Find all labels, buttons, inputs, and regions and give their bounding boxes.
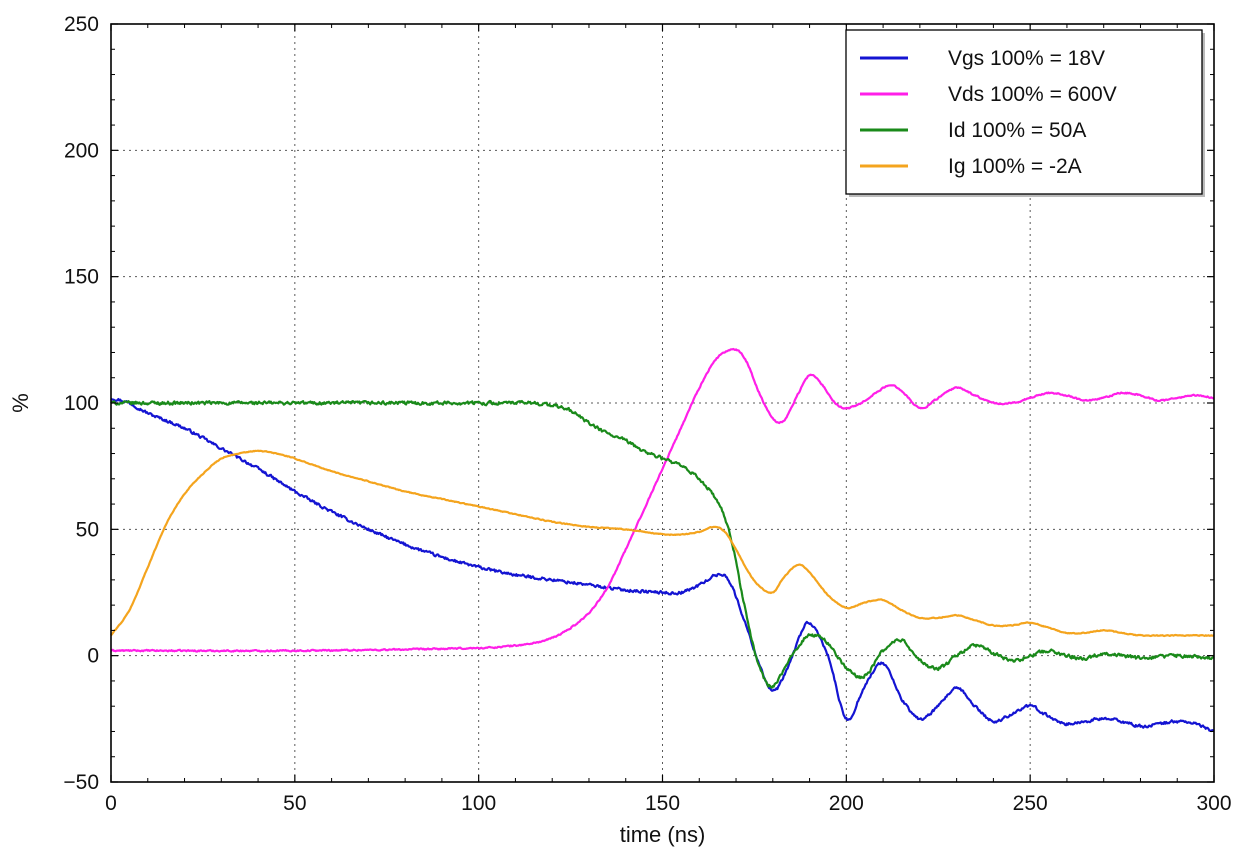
x-tick-label: 150 xyxy=(645,792,680,815)
legend-entry: Id 100% = 50A xyxy=(860,119,1086,142)
y-tick-label: 150 xyxy=(64,266,99,289)
series-line xyxy=(110,399,1215,689)
series-line xyxy=(110,397,1215,733)
y-tick-label: 50 xyxy=(76,518,99,541)
y-tick-label: 200 xyxy=(64,139,99,162)
legend-label: Vds 100% = 600V xyxy=(948,83,1117,106)
axis-labels: time (ns) % xyxy=(8,393,705,847)
x-tick-label: 200 xyxy=(829,792,864,815)
series-group xyxy=(110,347,1215,733)
x-tick-label: 100 xyxy=(461,792,496,815)
y-tick-label: 0 xyxy=(87,645,99,668)
x-tick-label: 250 xyxy=(1013,792,1048,815)
ticks: 0 50 100 150 200 250 300 −50 0 50 100 150 200 250 xyxy=(63,13,1231,815)
legend-label: Id 100% = 50A xyxy=(948,119,1086,142)
series-line xyxy=(110,347,1215,653)
legend-entry: Ig 100% = -2A xyxy=(860,155,1082,178)
legend: Vgs 100% = 18V Vds 100% = 600V Id 100% =… xyxy=(845,29,1205,197)
legend-entry: Vds 100% = 600V xyxy=(860,83,1117,106)
legend-entry: Vgs 100% = 18V xyxy=(860,47,1105,70)
y-tick-label: 250 xyxy=(64,13,99,36)
x-tick-label: 50 xyxy=(283,792,306,815)
y-axis-label: % xyxy=(8,393,33,413)
legend-label: Vgs 100% = 18V xyxy=(948,47,1105,70)
x-axis-label: time (ns) xyxy=(620,822,706,847)
x-tick-label: 300 xyxy=(1196,792,1231,815)
x-tick-label: 0 xyxy=(105,792,117,815)
y-tick-label: 100 xyxy=(64,392,99,415)
legend-label: Ig 100% = -2A xyxy=(948,155,1082,178)
y-tick-label: −50 xyxy=(63,771,99,794)
series-line xyxy=(110,449,1215,638)
